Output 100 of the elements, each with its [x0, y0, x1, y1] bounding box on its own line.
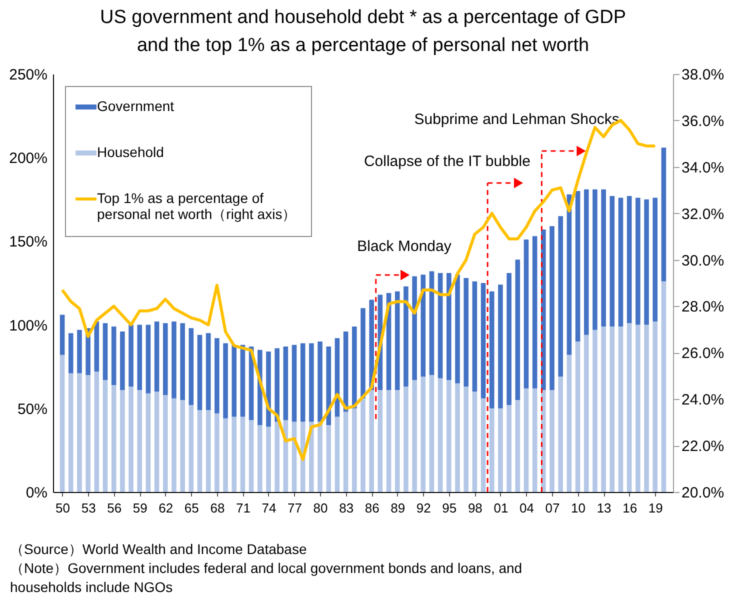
bar — [550, 390, 554, 492]
bar — [618, 326, 624, 492]
bar — [60, 354, 65, 492]
bar — [420, 274, 426, 377]
bar — [644, 199, 649, 325]
bar — [248, 420, 254, 492]
bar — [489, 408, 494, 492]
x-tick-label: 19 — [648, 500, 663, 516]
legend-label: Government — [97, 98, 174, 114]
bar — [240, 416, 246, 492]
text: （Source）World Wealth and Income Database — [10, 540, 308, 559]
bar — [146, 324, 151, 394]
bar — [292, 344, 297, 422]
y-tick-label: 150% — [9, 234, 48, 251]
x-tick-label: 68 — [210, 500, 225, 516]
bar — [283, 346, 288, 420]
x-tick-label: 01 — [494, 500, 508, 516]
bar — [77, 330, 82, 374]
bar — [318, 342, 322, 422]
bar — [480, 283, 486, 398]
bar — [661, 148, 666, 282]
bar — [318, 422, 322, 492]
x-tick-label: 95 — [442, 500, 457, 516]
bar — [232, 344, 237, 417]
bar — [266, 426, 271, 492]
bar — [180, 400, 185, 492]
legend-label: Household — [97, 144, 164, 160]
bar — [420, 376, 426, 492]
bar — [378, 390, 383, 492]
bar — [111, 384, 116, 492]
bar — [128, 324, 134, 387]
x-tick-label: 13 — [596, 500, 612, 516]
bar — [214, 413, 220, 492]
bar — [652, 321, 658, 492]
y2-tick-label: 28.0% — [682, 298, 724, 316]
ref-line-label: Black Monday — [357, 238, 452, 255]
legend-label: Top 1% as a percentage of personal net worth（right axis） — [97, 190, 296, 222]
x-tick-label: 98 — [468, 500, 482, 516]
bar — [489, 291, 494, 408]
bar — [480, 398, 486, 492]
bar — [575, 342, 580, 492]
bar — [584, 334, 589, 492]
bar — [394, 291, 400, 390]
bar — [661, 281, 666, 492]
y2-tick-label: 38.0% — [682, 66, 724, 84]
x-tick-label: 80 — [313, 500, 328, 516]
bar — [601, 189, 606, 326]
bar — [386, 390, 392, 492]
bar — [532, 236, 538, 388]
bar — [412, 276, 417, 380]
y2-tick-label: 30.0% — [682, 252, 724, 270]
bar — [558, 216, 564, 377]
bar — [446, 272, 452, 380]
ref-line-label: Collapse of the IT bubble — [364, 153, 530, 170]
bar — [524, 240, 529, 388]
bar — [94, 372, 100, 492]
bar — [429, 271, 434, 375]
bar — [326, 425, 332, 492]
bar — [352, 408, 357, 492]
bar — [455, 383, 460, 492]
bar — [274, 348, 280, 422]
x-tick-label: 92 — [416, 500, 431, 516]
x-tick-label: 50 — [56, 500, 70, 516]
bar — [326, 346, 332, 426]
x-tick-label: 86 — [364, 500, 380, 516]
bar — [197, 410, 202, 492]
bar — [472, 281, 478, 392]
bar — [506, 272, 512, 406]
bar — [223, 343, 228, 418]
bar — [120, 331, 125, 390]
y-tick-label: 200% — [9, 150, 48, 168]
bar — [223, 418, 228, 492]
bar — [146, 393, 151, 492]
x-tick-label: 71 — [236, 500, 250, 516]
bar — [464, 278, 468, 387]
bar — [128, 386, 134, 492]
bar — [334, 416, 340, 492]
y2-tick-label: 20.0% — [682, 484, 724, 502]
bar — [644, 324, 649, 492]
bar — [610, 326, 615, 492]
bar — [68, 333, 74, 374]
bar — [102, 380, 108, 492]
bar — [197, 334, 202, 410]
bar — [515, 400, 520, 492]
y2-tick-label: 32.0% — [682, 206, 724, 223]
bar — [438, 272, 443, 378]
bar — [258, 425, 262, 492]
y2-tick-label: 22.0% — [682, 438, 724, 456]
x-tick-label: 07 — [545, 500, 560, 516]
bar — [214, 338, 220, 414]
x-tick-label: 74 — [262, 500, 276, 516]
bar — [584, 189, 589, 335]
y2-tick-label: 36.0% — [682, 112, 724, 130]
bar — [394, 390, 400, 492]
bar — [618, 198, 624, 326]
bar — [68, 373, 74, 492]
bar — [180, 323, 185, 400]
bar — [515, 260, 520, 400]
x-tick-label: 65 — [184, 500, 199, 516]
x-tick-label: 10 — [571, 500, 586, 516]
